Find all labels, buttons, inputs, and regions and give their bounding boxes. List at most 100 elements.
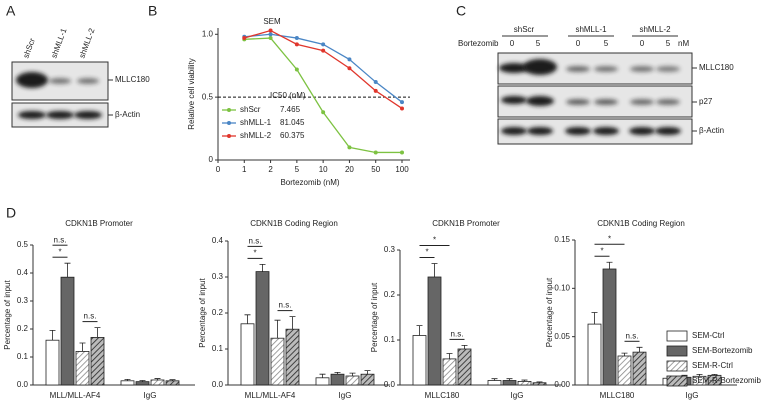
- y-tick-label: 0.2: [17, 324, 29, 333]
- panel-label: C: [456, 3, 466, 19]
- x-tick-label: 20: [345, 165, 354, 174]
- x-axis-label: Bortezomib (nM): [280, 178, 339, 187]
- error-bar: [49, 330, 56, 341]
- bar: [60, 276, 75, 386]
- error-bar: [79, 342, 86, 352]
- significance-label: n.s.: [626, 331, 639, 340]
- y-tick-label: 0.00: [554, 380, 570, 389]
- legend-label: shMLL-2: [240, 131, 272, 140]
- bar: [240, 323, 255, 386]
- error-bar: [591, 312, 598, 325]
- x-tick-label: MLL/MLL-AF4: [245, 391, 296, 400]
- band: [566, 66, 590, 72]
- significance-label: n.s.: [279, 301, 292, 310]
- bar: [427, 276, 442, 386]
- legend-label: shScr: [240, 105, 261, 114]
- error-bar: [521, 379, 528, 382]
- error-bar: [636, 346, 643, 353]
- bar: [315, 377, 330, 386]
- x-tick-label: 5: [295, 165, 300, 174]
- bar: [45, 339, 60, 386]
- bar: [330, 373, 345, 386]
- bar: [90, 336, 105, 386]
- band-label: MLLC180: [699, 63, 734, 72]
- y-tick-label: 0.10: [554, 283, 570, 292]
- dose-label: 0: [510, 39, 515, 48]
- legend-label: SEM-Ctrl: [692, 331, 725, 340]
- x-tick-label: MLL/MLL-AF4: [50, 391, 101, 400]
- bar: [487, 380, 502, 386]
- y-tick-label: 0.0: [212, 380, 224, 389]
- data-point: [321, 48, 326, 53]
- bar: [360, 373, 375, 386]
- bar: [135, 381, 150, 386]
- error-bar: [124, 379, 131, 381]
- bar: [517, 380, 532, 386]
- band: [49, 78, 71, 84]
- band: [655, 127, 681, 135]
- band: [566, 99, 590, 105]
- error-bar: [64, 262, 71, 278]
- panel-label: D: [6, 205, 16, 221]
- legend-swatch: [666, 345, 688, 357]
- legend-label: shMLL-1: [240, 118, 272, 127]
- bar: [457, 348, 472, 386]
- band: [593, 127, 619, 135]
- legend-marker: [227, 134, 231, 138]
- error-bar: [154, 378, 161, 380]
- band: [565, 127, 591, 135]
- y-tick-label: 0.5: [202, 92, 214, 101]
- data-point: [268, 32, 273, 37]
- legend-label: SEM-R-Ctrl: [692, 361, 733, 370]
- y-tick-label: 0.5: [17, 240, 29, 249]
- bar: [587, 323, 602, 386]
- ic50-value: 7.465: [280, 105, 301, 114]
- legend-swatch: [666, 375, 688, 387]
- band: [74, 111, 102, 119]
- bar: [632, 351, 647, 386]
- legend-header: IC50 (nM): [270, 91, 306, 100]
- y-axis-label: Percentage of input: [198, 278, 207, 348]
- y-axis-label: Percentage of input: [545, 277, 554, 347]
- data-point: [294, 67, 299, 72]
- panel-label: B: [148, 3, 157, 19]
- error-bar: [431, 263, 438, 277]
- dose-label: 5: [666, 39, 671, 48]
- error-bar: [461, 345, 468, 349]
- data-point: [373, 88, 378, 93]
- error-bar: [334, 372, 341, 375]
- error-bar: [506, 378, 513, 381]
- legend-marker: [227, 108, 231, 112]
- band: [499, 63, 529, 73]
- group-label: shScr: [514, 25, 535, 34]
- error-bar: [319, 373, 326, 378]
- bar: [120, 380, 135, 386]
- error-bar: [244, 314, 251, 324]
- lane-label: shMLL-1: [49, 27, 68, 60]
- blot-a: shScr shMLL-1 shMLL-2 MLLC180 β-Actin: [11, 27, 150, 128]
- group-label: shMLL-2: [639, 25, 671, 34]
- y-tick-label: 0.1: [384, 335, 396, 344]
- dose-label: 0: [640, 39, 645, 48]
- error-bar: [711, 373, 718, 376]
- dose-label: 0: [576, 39, 581, 48]
- data-point: [294, 42, 299, 47]
- x-tick-label: 1: [242, 165, 247, 174]
- data-point: [347, 66, 352, 71]
- y-tick-label: 0.3: [17, 296, 29, 305]
- error-bar: [536, 381, 543, 383]
- legend-marker: [227, 121, 231, 125]
- x-tick-label: 50: [371, 165, 380, 174]
- chart-title: CDKN1B Coding Region: [597, 219, 685, 228]
- data-point: [400, 100, 404, 105]
- legend-label: SEM-Bortezomib: [692, 346, 753, 355]
- dose-label: 5: [536, 39, 541, 48]
- blot-c: shScr shMLL-1 shMLL-2 Bortezomib 0 5 0 5…: [458, 25, 734, 145]
- legend-swatch: [666, 330, 688, 342]
- data-point: [373, 150, 378, 155]
- data-point: [373, 80, 378, 85]
- y-tick-label: 0.0: [384, 380, 396, 389]
- band: [630, 66, 654, 72]
- band: [527, 127, 553, 135]
